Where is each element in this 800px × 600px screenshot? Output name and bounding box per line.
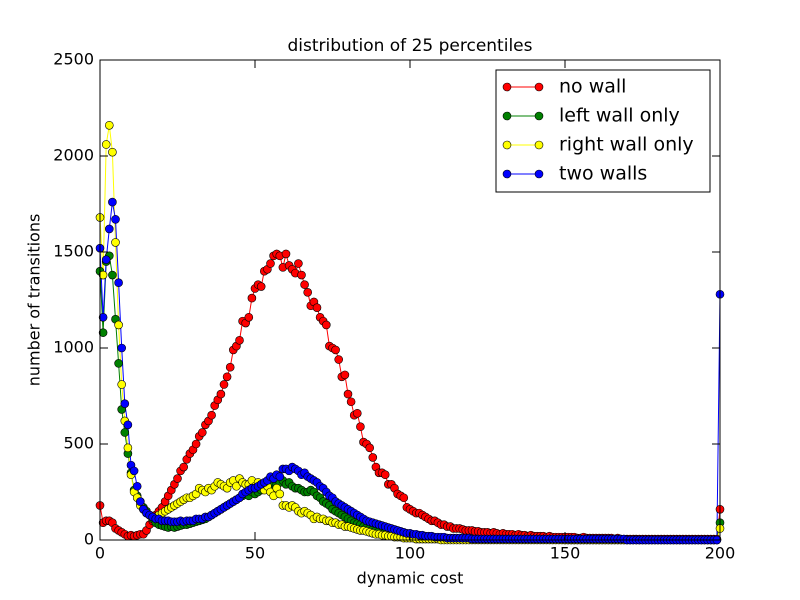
data-point [114, 278, 123, 288]
x-tick-label: 150 [550, 544, 581, 563]
data-point [365, 443, 375, 453]
legend-marker [534, 140, 544, 150]
data-point [120, 428, 130, 437]
data-point [368, 453, 378, 462]
data-point [120, 399, 130, 408]
data-point [114, 320, 123, 330]
data-point [108, 147, 117, 157]
data-point [346, 397, 356, 407]
legend-marker [534, 111, 544, 121]
x-tick-label: 50 [245, 544, 265, 563]
data-point [399, 493, 409, 503]
data-point [356, 422, 365, 432]
data-point [303, 288, 313, 297]
y-tick-label: 1500 [53, 242, 94, 261]
legend: no wall left wall only right wall only two … [495, 69, 711, 193]
data-point [117, 343, 126, 353]
data-point [173, 474, 182, 483]
data-point [129, 466, 139, 476]
x-tick-label: 200 [705, 544, 736, 563]
y-tick-label: 2500 [53, 50, 94, 69]
data-point [117, 380, 126, 389]
legend-label: right wall only [559, 134, 694, 156]
legend-marker [502, 111, 512, 121]
data-point [222, 372, 232, 382]
data-point [108, 270, 117, 280]
legend-marker [534, 82, 544, 92]
x-axis-label: dynamic cost [357, 569, 464, 588]
x-tick-label: 0 [95, 544, 105, 563]
data-point [101, 140, 111, 149]
data-point [136, 497, 145, 506]
legend-label: left wall only [559, 105, 680, 127]
data-point [294, 259, 303, 268]
data-point [132, 481, 142, 491]
data-point [343, 389, 353, 399]
data-point [98, 270, 108, 280]
legend-marker [534, 169, 544, 179]
data-point [380, 470, 390, 480]
data-point [108, 197, 117, 207]
data-point [191, 439, 201, 449]
legend-label: two walls [559, 163, 647, 185]
legend-box [495, 69, 711, 193]
data-point [219, 380, 229, 389]
legend-marker [502, 82, 512, 92]
data-point [235, 336, 244, 345]
data-point [297, 270, 306, 280]
data-point [266, 259, 275, 268]
data-point [198, 428, 207, 437]
data-point [300, 280, 309, 289]
data-point [123, 420, 133, 430]
data-point [321, 320, 331, 330]
data-point [216, 389, 226, 399]
data-point [111, 215, 120, 224]
data-point [312, 303, 322, 312]
legend-marker [502, 169, 512, 179]
data-point [111, 238, 120, 247]
y-tick-label: 0 [84, 530, 94, 549]
data-point [275, 472, 285, 481]
data-point [281, 249, 291, 259]
legend-marker [502, 140, 512, 150]
data-point [225, 362, 235, 372]
data-point [232, 481, 241, 491]
x-tick-label: 100 [395, 544, 426, 563]
y-tick-label: 500 [63, 434, 94, 453]
data-point [244, 312, 254, 322]
data-point [352, 408, 362, 418]
data-point [179, 462, 188, 472]
data-point [101, 255, 111, 264]
legend-label: no wall [559, 76, 626, 98]
data-point [98, 328, 108, 337]
data-point [105, 120, 114, 130]
data-point [114, 359, 123, 368]
data-point [256, 282, 266, 291]
y-tick-label: 1000 [53, 338, 94, 357]
data-point [123, 443, 133, 453]
y-tick-label: 2000 [53, 146, 94, 165]
data-point [340, 370, 350, 380]
data-point [98, 312, 108, 322]
chart-title: distribution of 25 percentiles [288, 36, 533, 56]
y-axis-label: number of transitions [25, 214, 44, 387]
data-point [275, 489, 285, 499]
data-point [105, 224, 114, 234]
data-point [334, 355, 344, 364]
data-point [207, 410, 216, 420]
data-point [331, 345, 340, 355]
data-point [247, 293, 257, 303]
